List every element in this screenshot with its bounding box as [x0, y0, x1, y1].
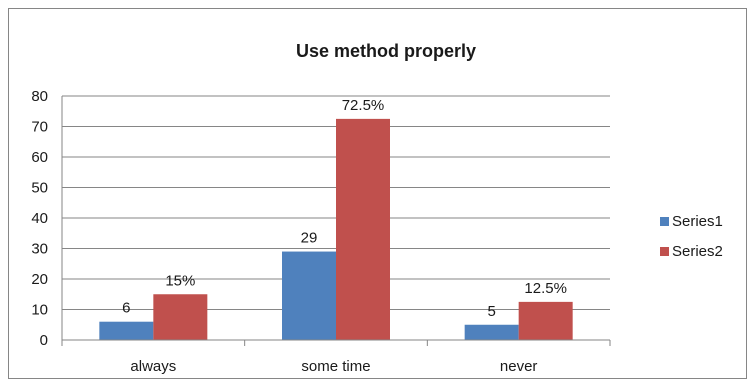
bar-series1 [282, 251, 336, 340]
bar-series1 [464, 324, 519, 340]
data-label: 72.5% [342, 97, 385, 114]
x-tick-label: some time [301, 358, 370, 375]
data-label: 12.5% [524, 280, 567, 297]
y-tick-label: 10 [31, 302, 48, 319]
x-tick-label: never [500, 358, 538, 375]
bar-series2 [153, 294, 208, 340]
y-tick-label: 40 [31, 210, 48, 227]
y-tick-label: 50 [31, 180, 48, 197]
legend-label: Series2 [672, 243, 723, 260]
bar-series2 [336, 118, 390, 340]
y-tick-label: 30 [31, 241, 48, 258]
bar-series2 [518, 301, 573, 340]
legend-label: Series1 [672, 213, 723, 230]
y-tick-label: 80 [31, 88, 48, 105]
x-axis: always some time never [61, 339, 611, 375]
legend-swatch [660, 217, 669, 226]
bars: 6 15% 29 72.5% 5 12.5% [99, 97, 573, 340]
data-label: 5 [487, 303, 495, 320]
data-label: 6 [122, 300, 130, 317]
y-tick-label: 20 [31, 271, 48, 288]
data-label: 29 [301, 230, 318, 247]
x-tick-label: always [130, 358, 176, 375]
y-tick-label: 70 [31, 119, 48, 136]
y-axis: 0 10 20 30 40 50 60 70 80 [31, 88, 63, 349]
chart-title: Use method properly [296, 41, 476, 61]
y-tick-label: 0 [40, 332, 48, 349]
bar-series1 [99, 321, 154, 340]
legend-swatch [660, 247, 669, 256]
data-label: 15% [165, 272, 195, 289]
y-tick-label: 60 [31, 149, 48, 166]
legend: Series1 Series2 [660, 213, 723, 260]
